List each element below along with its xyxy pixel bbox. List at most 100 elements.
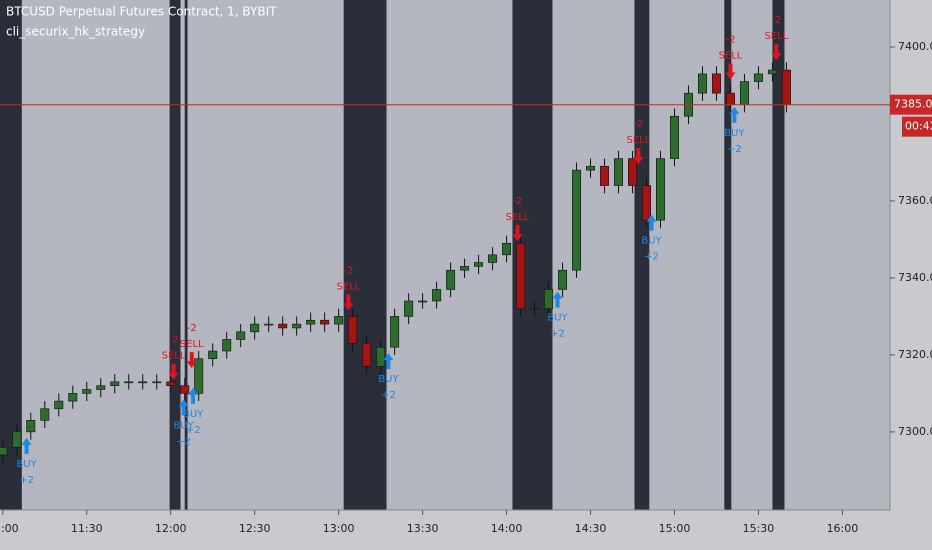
candle-body [544, 289, 554, 309]
candle-body [474, 262, 484, 267]
y-tick-label: 7400.00 [898, 40, 932, 53]
chart-title: BTCUSD Perpetual Futures Contract, 1, BY… [6, 5, 277, 19]
candle-body [753, 73, 763, 82]
signal-qty: -2 [343, 265, 353, 276]
candle-body [138, 381, 148, 384]
buy-arrow [21, 437, 32, 454]
candle-body [264, 323, 274, 326]
candle-body [656, 158, 666, 221]
signal-qty: +2 [186, 425, 201, 436]
signal-label: BUY [16, 459, 37, 470]
candle-body [418, 300, 428, 303]
x-tick-label: 13:00 [323, 522, 355, 535]
candle-body [12, 431, 22, 448]
last-price-box [890, 94, 932, 115]
candle-body [320, 319, 330, 325]
signal-qty: +2 [644, 252, 659, 263]
candle-body [390, 316, 400, 348]
sell-arrow [168, 363, 179, 380]
x-tick-label: 16:00 [827, 522, 859, 535]
sell-arrow [725, 63, 736, 80]
candle-body [194, 358, 204, 394]
signal-label: BUY [641, 236, 662, 247]
candle-body [306, 319, 316, 325]
candle-body [222, 339, 232, 352]
candle-body [642, 185, 652, 221]
candle-body [781, 69, 791, 105]
sell-arrow [633, 148, 644, 165]
signal-label: SELL [162, 351, 186, 362]
y-tick-label: 7360.00 [898, 194, 932, 207]
session-band [634, 0, 650, 510]
session-band [772, 0, 785, 510]
candle-body [26, 420, 36, 433]
x-tick-label: 11:30 [71, 522, 103, 535]
candle-body [278, 323, 288, 329]
signal-qty: -2 [725, 34, 735, 45]
candle-body [334, 316, 344, 325]
signal-label: SELL [506, 212, 530, 223]
buy-arrow [188, 387, 199, 404]
x-tick-label: 12:00 [155, 522, 187, 535]
x-tick-label: 13:30 [407, 522, 439, 535]
y-tick-label: 7340.00 [898, 271, 932, 284]
candle-body [572, 169, 582, 271]
candle-body [348, 316, 358, 344]
last-price-label: 7385.00 [894, 98, 932, 111]
candle-body [502, 242, 512, 256]
candle-body [530, 308, 540, 310]
x-tick-label: 15:30 [743, 522, 775, 535]
candle-body [54, 400, 64, 410]
signal-qty: -2 [187, 323, 197, 334]
buy-arrow [552, 291, 563, 308]
candle-body [432, 289, 442, 302]
candle-body [68, 393, 78, 402]
countdown-box [902, 116, 932, 137]
candle-body [292, 323, 302, 329]
signal-qty: +2 [176, 436, 191, 447]
candle-body [40, 408, 50, 421]
sell-arrow [343, 294, 354, 311]
y-tick-label: 7320.00 [898, 348, 932, 361]
signal-qty: -2 [512, 196, 522, 207]
candle-body [110, 381, 120, 386]
buy-arrow [383, 353, 394, 370]
signal-qty: +2 [727, 144, 742, 155]
buy-arrow [729, 106, 740, 123]
x-tick-label: 14:30 [575, 522, 607, 535]
candle-body [739, 81, 749, 105]
sell-arrow [512, 225, 523, 242]
candle-body [725, 92, 735, 105]
signal-label: BUY [378, 374, 399, 385]
candle-body [586, 165, 596, 171]
candle-body [669, 115, 679, 159]
signal-qty: +2 [19, 475, 34, 486]
signal-label: SELL [764, 31, 788, 42]
candle-body [404, 300, 414, 317]
candle-body [558, 269, 568, 290]
x-tick-label: 11:00 [0, 522, 19, 535]
signal-qty: -2 [633, 119, 643, 130]
x-tick-label: 15:00 [659, 522, 691, 535]
candle-body [614, 158, 624, 186]
signal-qty: -2 [771, 15, 781, 26]
candle-body [96, 385, 106, 390]
candle-body [460, 266, 470, 271]
session-band [0, 0, 22, 510]
signal-label: BUY [724, 128, 745, 139]
buy-arrow [178, 399, 189, 416]
signal-qty: -2 [169, 335, 179, 346]
candle-body [697, 73, 707, 94]
signal-label: BUY [183, 409, 204, 420]
candle-body [376, 346, 386, 367]
signal-qty: +2 [550, 329, 565, 340]
x-tick-label: 14:00 [491, 522, 523, 535]
signal-qty: +2 [381, 390, 396, 401]
signal-label: SELL [719, 50, 743, 61]
candle-body [152, 381, 162, 384]
session-band [343, 0, 387, 510]
session-band [169, 0, 181, 510]
signal-label: SELL [337, 281, 361, 292]
sell-arrow [771, 44, 782, 61]
x-tick-label: 12:30 [239, 522, 271, 535]
